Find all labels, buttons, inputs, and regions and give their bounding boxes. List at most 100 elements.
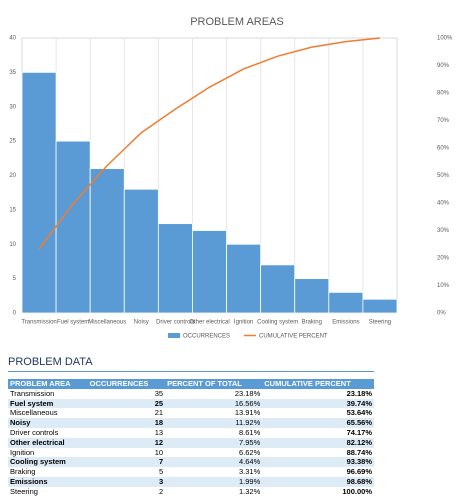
header-cell: PERCENT OF TOTAL (165, 379, 263, 389)
y-tick-label: 5 (13, 276, 17, 282)
x-tick-label: Steering (369, 320, 391, 326)
y-tick-label: 10 (9, 242, 16, 248)
y2-tick-label: 30% (437, 228, 450, 234)
table-cell: 3 (87, 476, 166, 487)
y-tick-label: 30 (9, 104, 16, 110)
table-cell: 12 (87, 437, 166, 448)
table-row: Noisy 18 11.92% 65.56% (8, 418, 374, 428)
table-cell: 1.32% (238, 486, 261, 496)
y-tick-label: 15 (9, 207, 16, 213)
table-cell: 10 (154, 447, 164, 457)
table-cell: 35 (154, 388, 164, 398)
rule (8, 371, 374, 372)
table-cell: 5 (158, 467, 164, 477)
table-cell: 93.38% (262, 457, 374, 468)
bar (55, 140, 91, 314)
table-cell: 13 (154, 427, 164, 437)
table-row: Steering 2 1.32% 100.00% (8, 487, 374, 497)
x-tick-label: Driver controls (156, 320, 195, 326)
table-row: Emissions 3 1.99% 98.68% (8, 476, 374, 487)
legend-swatch (168, 333, 180, 338)
table-cell: Steering (10, 486, 38, 496)
table-cell: 13.91% (234, 408, 261, 418)
table-cell: 3.31% (238, 467, 261, 477)
x-tick-label: Emissions (332, 320, 359, 326)
table-cell: 7 (87, 457, 166, 468)
table-cell: Cooling system (8, 457, 88, 468)
data-table: PROBLEM AREA OCCURRENCES PERCENT OF TOTAL C… (8, 379, 374, 497)
table-cell: 74.17% (346, 427, 372, 437)
table-cell: 25 (87, 398, 166, 409)
x-tick-label: Braking (302, 320, 322, 326)
table-cell: 4.64% (165, 457, 263, 468)
table-row: Transmission 35 23.18% 23.18% (8, 389, 374, 399)
table-cell: 39.74% (262, 398, 374, 409)
bar (123, 188, 159, 314)
table-cell: 16.56% (165, 398, 263, 409)
bar (192, 230, 227, 314)
table-cell: 96.69% (346, 467, 372, 477)
bar (21, 71, 57, 314)
bar (226, 243, 262, 314)
bar (362, 298, 398, 314)
table-cell: 23.18% (234, 388, 261, 398)
line (38, 37, 381, 250)
header-cell: PROBLEM AREA (8, 379, 88, 389)
table-cell: 11.92% (165, 418, 263, 428)
table-cell: 82.12% (262, 437, 374, 448)
table-row: Ignition 10 6.62% 88.74% (8, 448, 374, 458)
x-tick-label: Noisy (134, 320, 149, 326)
x-tick-label: Fuel system (57, 320, 89, 326)
table-cell: 65.56% (262, 418, 374, 428)
y2-tick-label: 50% (437, 173, 450, 179)
y-tick-label: 40 (9, 36, 16, 42)
table-row: Braking 5 3.31% 96.69% (8, 467, 374, 477)
table-cell: Transmission (10, 388, 55, 398)
table-cell: 8.61% (238, 427, 261, 437)
y2-tick-label: 40% (437, 201, 450, 207)
table-cell: 100.00% (342, 486, 372, 496)
bar (328, 291, 364, 314)
header-row: PROBLEM AREA OCCURRENCES PERCENT OF TOTAL C… (8, 379, 374, 389)
table-cell: 18 (87, 418, 166, 428)
table-cell: 88.74% (346, 447, 372, 457)
chart-title: PROBLEM AREAS (190, 16, 284, 28)
table-row: Other electrical 12 7.95% 82.12% (8, 437, 374, 448)
y2-tick-label: 80% (437, 91, 450, 97)
table-row: Driver controls 13 8.61% 74.17% (8, 428, 374, 438)
table-row: Cooling system 7 4.64% 93.38% (8, 457, 374, 468)
bar (157, 223, 193, 314)
x-tick-label: Ignition (234, 320, 253, 326)
y-tick-label: 35 (9, 70, 16, 76)
table-cell: 1.99% (165, 476, 263, 487)
header-cell: OCCURRENCES (87, 379, 166, 389)
bar (89, 168, 125, 314)
y2-tick-label: 60% (437, 146, 450, 152)
table-cell: 23.18% (346, 388, 372, 398)
y2-tick-label: 20% (437, 256, 450, 262)
table-cell: Ignition (10, 447, 35, 457)
table-cell: 21 (154, 408, 164, 418)
x-tick-label: Cooling system (257, 320, 298, 326)
table-title: PROBLEM DATA (8, 356, 93, 368)
y2-tick-label: 90% (437, 63, 450, 69)
y-tick-label: 25 (9, 139, 16, 145)
table-row: Miscellaneous 21 13.91% 53.64% (8, 408, 374, 418)
y-tick-label: 0 (13, 311, 17, 317)
y2-tick-label: 100% (437, 36, 453, 42)
legend-label: OCCURRENCES (183, 334, 230, 340)
table-cell: Other electrical (8, 437, 88, 448)
y2-tick-label: 70% (437, 118, 450, 124)
table-cell: 53.64% (346, 408, 372, 418)
table-cell: Braking (10, 467, 36, 477)
y2-tick-label: 10% (437, 283, 450, 289)
table-cell: Miscellaneous (10, 408, 58, 418)
legend-label: CUMULATIVE PERCENT (259, 334, 328, 340)
table-cell: 6.62% (238, 447, 261, 457)
table-cell: Fuel system (8, 398, 88, 409)
table-cell: 2 (158, 486, 164, 496)
y-tick-label: 20 (9, 173, 16, 179)
x-tick-label: Other electrical (189, 320, 229, 326)
y2-tick-label: 0% (437, 311, 446, 317)
